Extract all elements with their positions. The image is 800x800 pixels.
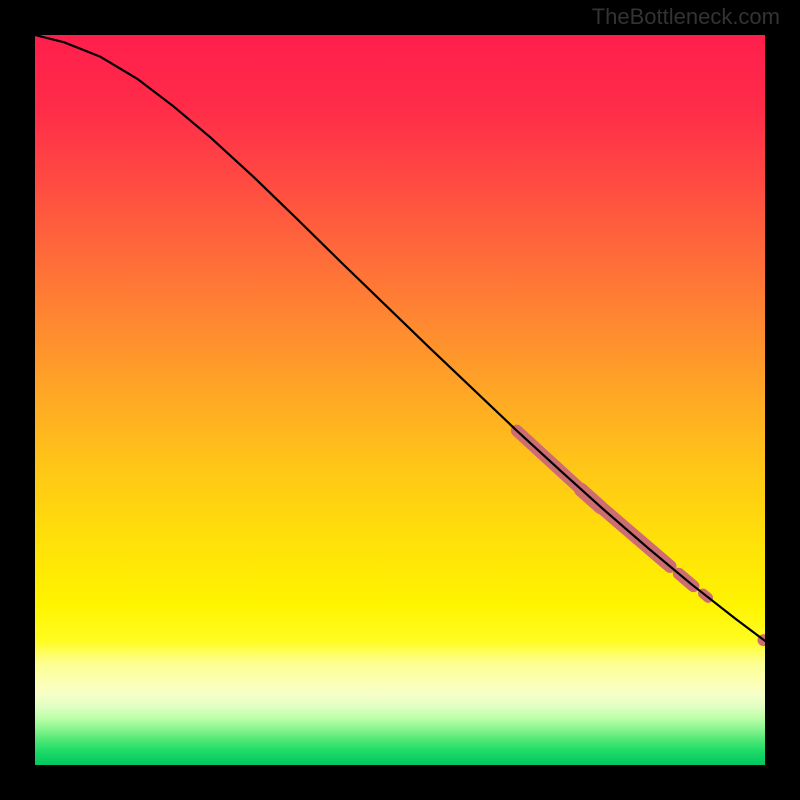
chart-plot-area	[35, 35, 765, 765]
chart-svg	[35, 35, 765, 765]
attribution-text: TheBottleneck.com	[592, 4, 780, 30]
chart-background	[35, 35, 765, 765]
